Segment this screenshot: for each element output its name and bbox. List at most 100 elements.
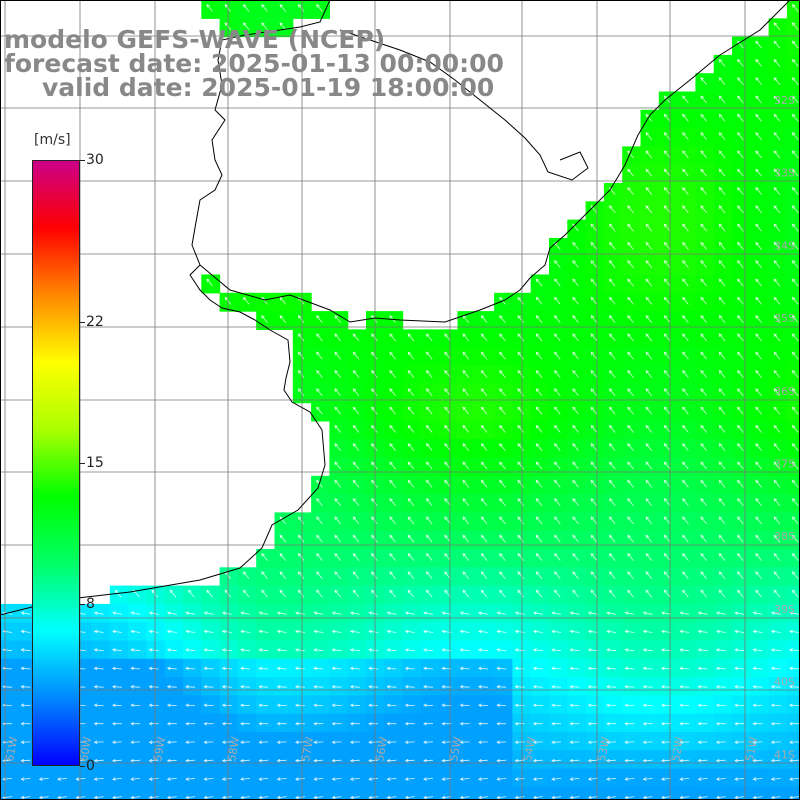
wind-arrow [718,241,726,250]
wind-arrow [349,629,360,634]
field-cell [109,750,129,770]
wind-arrow [532,611,543,615]
field-cell [786,475,800,495]
wind-arrow [517,479,525,488]
wind-arrow [718,351,726,360]
field-cell [183,677,202,696]
wind-arrow [407,369,415,378]
wind-arrow [627,168,634,177]
field-cell [530,640,550,660]
wind-arrow [608,260,616,269]
field-cell [384,622,404,642]
field-cell [402,622,422,642]
wind-arrow [770,795,781,800]
field-cell [311,768,330,788]
wind-arrow [755,40,762,49]
wind-arrow [791,443,799,452]
wind-arrow [645,205,653,214]
wind-arrow [532,685,543,689]
wind-arrow [645,534,653,543]
wind-arrow [386,795,397,800]
field-cell [786,786,800,800]
wind-arrow [682,132,689,140]
field-cell [658,640,678,660]
longitude-labels: 61W 60W 59W 58W 57W 56W 55W 54W 53W 52W 51W [3,736,760,763]
latitude-label: 36S [774,385,795,398]
field-cell [786,18,800,38]
field-cell [640,713,660,733]
wind-arrow [148,611,159,615]
field-cell [329,768,349,788]
wind-arrow [261,552,268,561]
wind-arrow [93,758,104,763]
wind-arrow [499,424,506,433]
field-cell [695,603,715,623]
wind-arrow [734,740,745,744]
wind-arrow [349,740,360,744]
field-cell [366,695,385,715]
wind-arrow [590,534,598,543]
field-cell [530,677,550,696]
wind-arrow [130,648,141,652]
forecast-date: forecast date: 2025-01-13 00:00:00 [4,49,504,78]
wind-arrow [352,534,360,543]
wind-arrow [551,703,562,708]
wind-arrow [734,611,745,615]
wind-arrow [627,150,634,159]
wind-arrow [663,241,671,250]
wind-arrow [737,571,744,580]
wind-arrow [96,589,104,598]
wind-arrow [608,424,616,433]
latitude-label: 37S [774,458,795,471]
field-cell [311,603,330,623]
wind-arrow [462,552,470,561]
wind-arrow [316,3,323,12]
wind-arrow [682,77,689,86]
wind-arrow [572,406,579,415]
field-cell [677,603,696,623]
wind-arrow [789,685,800,689]
field-cell [439,732,459,751]
wind-arrow [297,388,305,397]
wind-arrow [718,516,726,525]
wind-arrow [297,589,305,598]
wind-arrow [334,516,342,525]
wind-arrow [587,777,598,781]
wind-arrow [569,648,580,652]
field-cell [750,677,770,696]
field-cell [256,658,276,678]
wind-arrow [590,552,598,561]
field-cell [237,622,257,642]
wind-arrow [352,424,360,433]
wind-arrow [407,406,415,415]
wind-arrow [206,278,213,287]
wind-arrow [663,369,671,378]
wind-arrow [480,333,488,342]
field-cell [786,439,800,459]
wind-arrow [404,740,415,744]
wind-arrow [240,795,251,800]
wind-arrow [608,388,616,397]
field-cell [750,603,770,623]
field-cell [402,713,422,733]
field-cell [494,677,513,696]
field-cell [622,768,642,788]
wind-arrow [645,571,653,580]
field-cell [622,750,642,770]
wind-arrow [389,369,396,378]
wind-arrow [791,589,799,598]
wind-arrow [608,479,616,488]
wind-arrow [624,629,635,634]
wind-arrow [258,685,269,689]
wind-arrow [755,534,762,543]
wind-arrow [755,498,762,506]
wind-arrow [386,721,397,726]
wind-arrow [258,703,269,708]
field-cell [402,603,422,623]
wind-arrow [313,629,324,634]
field-cell [658,695,678,715]
field-cell [768,658,788,678]
wind-arrow [425,406,433,415]
field-cell [420,677,440,696]
field-cell [658,732,678,751]
